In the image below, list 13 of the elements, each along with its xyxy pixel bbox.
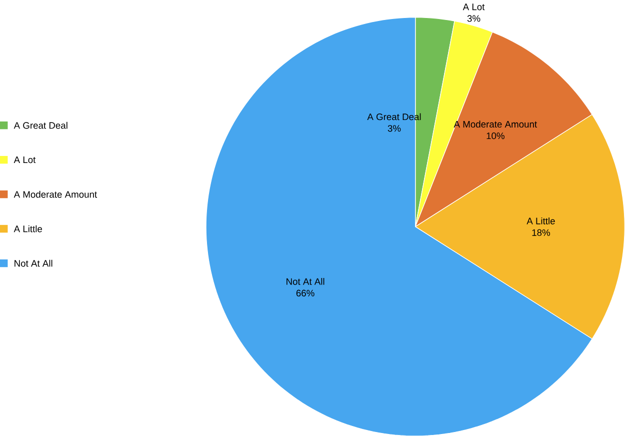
legend-label: A Great Deal (14, 122, 68, 129)
slice-label: Not At All (286, 278, 324, 285)
data-label: 18% (532, 229, 550, 236)
data-label: 10% (486, 132, 504, 139)
slice-label: A Lot (462, 3, 485, 10)
slice-label: A Little (526, 217, 555, 224)
legend-label: A Lot (14, 156, 36, 163)
legend-label: A Little (14, 225, 42, 232)
data-label: 3% (388, 124, 401, 132)
legend-label: A Moderate Amount (14, 190, 98, 198)
data-label: 66% (296, 290, 314, 296)
legend-label: Not At All (14, 260, 52, 267)
data-label: 3% (467, 14, 480, 22)
